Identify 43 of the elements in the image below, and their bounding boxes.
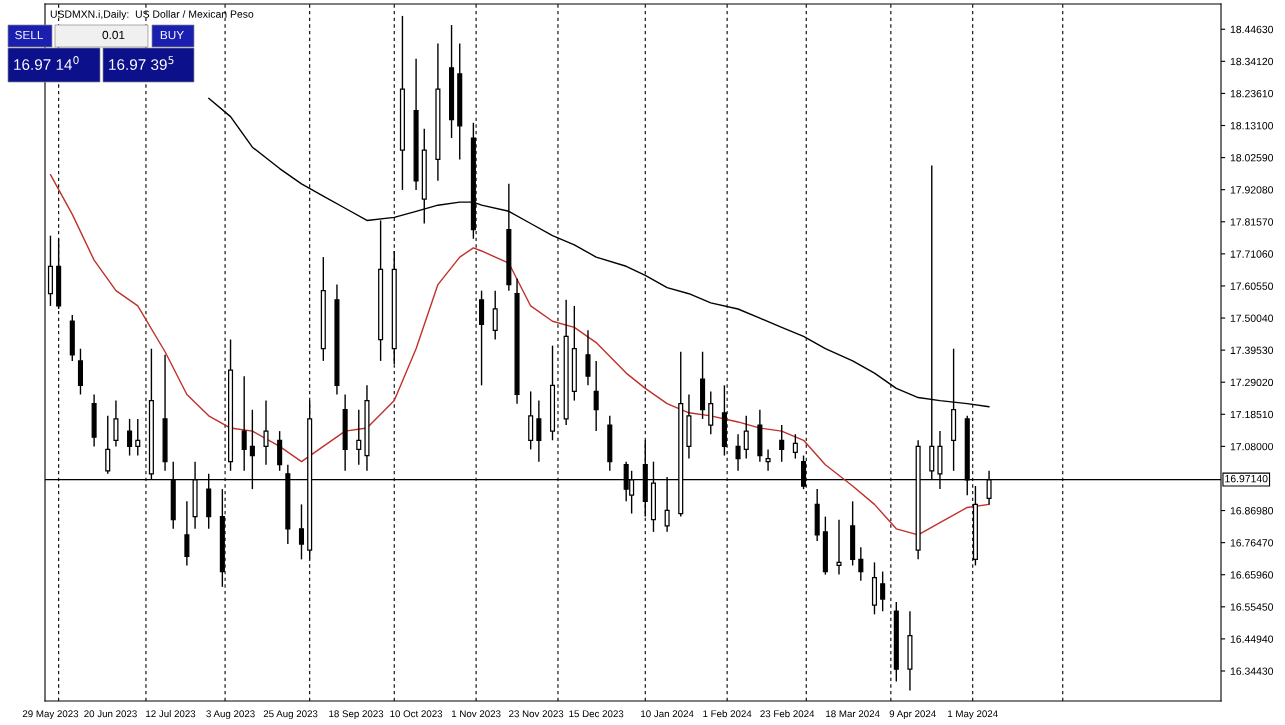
- x-tick-label: 20 Jun 2023: [84, 710, 137, 718]
- y-tick-label: 17.60550: [1230, 282, 1274, 290]
- y-tick-label: 17.71060: [1230, 250, 1274, 258]
- text: USDMXN.i,Daily: US Dollar / Mexican Peso: [50, 10, 254, 20]
- y-tick-label: 17.29020: [1230, 378, 1274, 387]
- y-tick-label: 18.44630: [1230, 25, 1274, 34]
- y-tick-label: 17.81570: [1230, 218, 1274, 226]
- x-tick-label: 1 May 2024: [948, 710, 998, 720]
- x-tick-label: 12 Jul 2023: [146, 710, 196, 718]
- x-tick-label: 23 Nov 2023: [509, 710, 564, 718]
- x-tick-label: 18 Sep 2023: [329, 710, 384, 720]
- y-tick-label: 16.55450: [1230, 603, 1274, 611]
- x-tick-label: 10 Oct 2023: [390, 710, 443, 718]
- x-tick-label: 9 Apr 2024: [889, 710, 936, 720]
- y-tick-label: 17.92080: [1230, 186, 1274, 194]
- y-tick-label: 16.86980: [1230, 507, 1274, 515]
- x-tick-label: 3 Aug 2023: [206, 710, 255, 720]
- x-tick-label: 23 Feb 2024: [760, 710, 815, 718]
- y-tick-label: 18.13100: [1230, 122, 1274, 130]
- y-tick-label: 16.34430: [1230, 667, 1274, 675]
- x-tick-label: 1 Nov 2023: [451, 710, 501, 718]
- annotation: 16.97 39$^{5}$: [109, 56, 174, 70]
- y-tick-label: 18.02590: [1230, 154, 1274, 162]
- ref-line-label: 16.97140: [1225, 474, 1268, 483]
- y-tick-label: 18.34120: [1230, 57, 1274, 66]
- annotation: 16.97 14$^{0}$: [14, 56, 79, 70]
- x-tick-label: 25 Aug 2023: [263, 710, 318, 720]
- x-tick-label: 29 May 2023: [22, 710, 79, 720]
- y-tick-label: 16.65960: [1230, 571, 1274, 579]
- y-tick-label: 17.18510: [1230, 410, 1274, 419]
- x-tick-label: 18 Mar 2024: [826, 710, 880, 718]
- annotation: BUY: [160, 30, 184, 40]
- y-tick-label: 18.23610: [1230, 89, 1274, 98]
- x-tick-label: 10 Jan 2024: [641, 710, 694, 718]
- text: SELL: [15, 30, 44, 40]
- y-tick-label: 16.76470: [1230, 539, 1274, 547]
- x-tick-label: 1 Feb 2024: [703, 710, 752, 718]
- annotation: 0.01: [102, 30, 125, 40]
- y-tick-label: 17.50040: [1230, 314, 1274, 322]
- x-tick-label: 15 Dec 2023: [569, 710, 624, 718]
- y-tick-label: 17.39530: [1230, 346, 1274, 354]
- y-tick-label: 17.08000: [1230, 442, 1274, 451]
- y-tick-label: 16.44940: [1230, 635, 1274, 643]
